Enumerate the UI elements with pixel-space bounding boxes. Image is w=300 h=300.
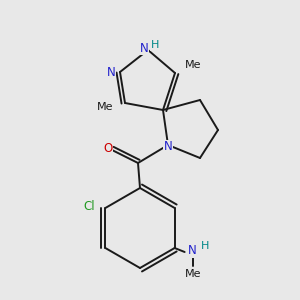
Text: Me: Me [97, 102, 113, 112]
Text: N: N [106, 65, 116, 79]
Text: O: O [103, 142, 112, 154]
Text: Me: Me [184, 269, 201, 279]
Text: N: N [140, 41, 148, 55]
Text: N: N [188, 244, 197, 257]
Text: N: N [164, 140, 172, 154]
Text: Cl: Cl [83, 200, 95, 212]
Text: Me: Me [185, 60, 201, 70]
Text: H: H [200, 241, 209, 251]
Text: H: H [151, 40, 159, 50]
